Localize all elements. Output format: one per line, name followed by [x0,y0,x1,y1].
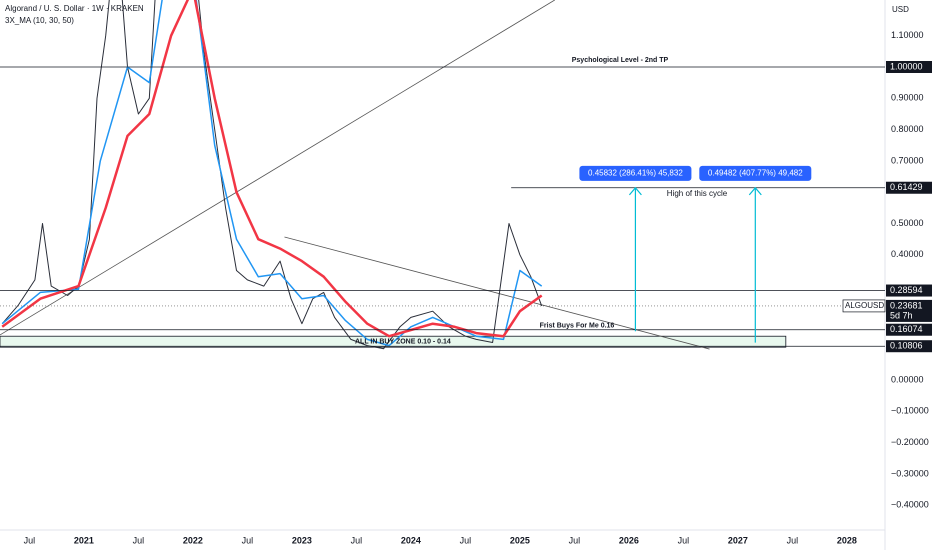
chart-title: Algorand / U. S. Dollar · 1W · KRAKEN [5,4,144,13]
x-tick-label: Jul [242,535,254,545]
x-tick-label: 2021 [74,535,94,545]
measure-box [579,165,692,181]
countdown: 5d 7h [890,310,913,320]
x-tick-label: Jul [351,535,363,545]
x-tick-label: 2025 [510,535,530,545]
symbol-label: ALGOUSD [845,301,884,310]
trend-line [284,236,710,350]
price-tag-label: 0.23681 [890,300,923,310]
x-tick-label: Jul [133,535,145,545]
trend-line [0,0,555,336]
level-tag [886,340,932,353]
arrow-head [748,186,762,196]
axes: 1.10000 0.90000 0.80000 0.70000 0.50000 0.400… [24,30,932,545]
level-tag [886,181,932,194]
y-tick-label: −0.20000 [891,437,929,447]
level-tag [886,323,932,336]
x-tick-label: Jul [678,535,690,545]
y-tick-label: 1.10000 [891,30,924,40]
y-tick-label: 0.40000 [891,249,924,259]
x-tick-label: Jul [787,535,799,545]
x-tick-label: 2026 [619,535,639,545]
x-tick-label: 2022 [183,535,203,545]
x-tick-label: 2023 [292,535,312,545]
y-tick-label: 0.70000 [891,155,924,165]
level-text: Psychological Level - 2nd TP [572,57,669,64]
level-text: High of this cycle [667,189,728,198]
level-tag [886,60,932,73]
arrow-head [628,186,642,196]
level-tag-label: 1.00000 [890,61,923,71]
level-tag [886,284,932,297]
symbol-tag [842,299,886,313]
zone-label: ALL IN BUY ZONE 0.10 - 0.14 [355,339,451,346]
measure-label: 0.49482 (407.77%) 49,482 [708,168,803,177]
measure-label: 0.45832 (286.41%) 45,832 [588,168,683,177]
x-tick-label: Jul [460,535,472,545]
y-tick-label: −0.10000 [891,406,929,416]
y-tick-label: 0.80000 [891,124,924,134]
measure-box [699,165,812,181]
level-tag-label: 0.28594 [890,285,923,295]
x-tick-label: Jul [569,535,581,545]
y-tick-label: 0.50000 [891,218,924,228]
level-text: Frist Buys For Me 0.16 [540,323,615,330]
y-tick-label: −0.40000 [891,500,929,510]
x-tick-label: 2027 [728,535,748,545]
level-tag-label: 0.10806 [890,341,923,351]
level-tag-label: 0.16074 [890,324,923,334]
indicator-title: 3X_MA (10, 30, 50) [5,16,74,25]
plot [0,0,885,350]
level-tag-label: 0.61429 [890,182,923,192]
y-tick-label: 0.90000 [891,93,924,103]
price-tag [886,299,932,322]
price-line [1,0,543,338]
y-tick-label: −0.30000 [891,468,929,478]
x-tick-label: Jul [24,535,36,545]
x-tick-label: 2024 [401,535,421,545]
y-tick-label: 0.00000 [891,374,924,384]
currency[interactable]: USD [892,5,909,14]
x-tick-label: 2028 [837,535,857,545]
